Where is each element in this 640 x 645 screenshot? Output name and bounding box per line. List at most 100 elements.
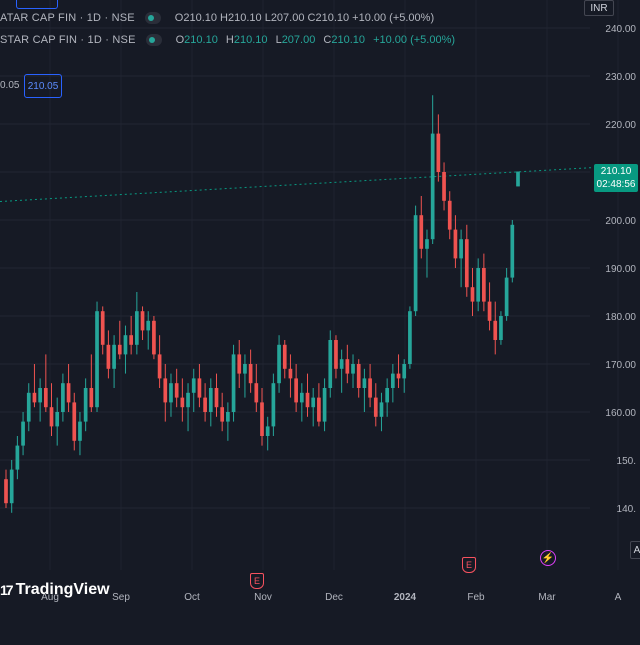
price-tick-label: 180.00	[605, 312, 636, 323]
legend-open: 210.10	[184, 34, 218, 46]
candle-body	[203, 397, 207, 412]
candle-body	[430, 133, 435, 240]
price-tick-label: 190.00	[605, 264, 636, 275]
time-tick-label: Oct	[184, 592, 200, 603]
candle-body	[152, 320, 156, 355]
tradingview-logo-icon: 17	[0, 582, 14, 598]
candle-body	[38, 388, 42, 403]
price-tick-label: 200.00	[605, 216, 636, 227]
candle-body	[146, 320, 151, 331]
candle-body	[413, 215, 418, 312]
candle-body	[112, 344, 116, 369]
candle-body	[32, 392, 37, 403]
candle-body	[208, 388, 213, 412]
currency-button[interactable]: INR	[584, 0, 614, 16]
time-axis: Aug Sep Oct Nov Dec 2024 Feb Mar A	[41, 592, 622, 603]
candle-body	[311, 397, 316, 408]
candle-body	[95, 311, 99, 408]
price-tick-label: 220.00	[605, 120, 636, 131]
legend-change: +10.00 (+5.00%)	[373, 34, 456, 46]
candle-body	[260, 402, 264, 436]
candle-body	[442, 172, 446, 201]
candle-body	[362, 378, 367, 388]
legend-symbol-2: STAR CAP FIN · 1D · NSE	[0, 34, 136, 46]
candle-body	[129, 335, 134, 345]
candle-body	[157, 354, 162, 379]
candle-body	[493, 320, 498, 340]
candle-body	[317, 397, 321, 422]
tradingview-logo[interactable]: 17 TradingView	[0, 578, 110, 602]
candle-body	[106, 344, 111, 369]
legend-row-1: ATAR CAP FIN · 1D · NSE O210.10 H210.10 …	[0, 9, 434, 27]
candle-body	[487, 301, 492, 321]
candle-body	[476, 268, 481, 302]
time-tick-label: Dec	[325, 592, 343, 603]
last-price-tag: 210.10 02:48:56	[594, 164, 638, 192]
candle-body	[55, 412, 60, 427]
legend-ohlc-1: O210.10 H210.10 L207.00 C210.10 +10.00 (…	[174, 12, 435, 24]
time-tick-label: Feb	[467, 592, 485, 603]
candle-body	[220, 407, 225, 422]
order-price-prefix: 0.05	[0, 80, 20, 91]
candle-body	[21, 421, 25, 446]
candle-body	[169, 383, 173, 403]
time-tick-label: Mar	[538, 592, 556, 603]
candle-body	[345, 359, 350, 374]
candle-body	[447, 200, 452, 230]
candle-body	[15, 445, 20, 470]
candle-body	[425, 239, 429, 249]
buy-price-button[interactable]: 210.05	[24, 74, 62, 98]
tradingview-logo-text: TradingView	[15, 581, 110, 598]
candle-body	[66, 383, 71, 403]
candle-body	[226, 412, 230, 422]
last-price-value: 210.10	[600, 166, 632, 177]
candle-body	[305, 392, 310, 408]
earnings-event-icon[interactable]: E	[250, 573, 264, 589]
split-event-icon[interactable]: ⚡	[540, 550, 556, 566]
price-tick-label: 140.	[617, 504, 636, 515]
candle-body	[385, 388, 390, 403]
price-tick-label: 150.	[617, 456, 636, 467]
candle-body	[402, 364, 407, 379]
price-tick-label: 230.00	[605, 72, 636, 83]
candle-body	[123, 335, 128, 355]
candle-body	[4, 479, 8, 504]
candle-body	[419, 215, 424, 249]
candle-body	[197, 378, 202, 398]
candle-body	[72, 402, 77, 441]
time-tick-label: 2024	[394, 592, 417, 603]
candle-body	[117, 344, 122, 355]
candle-body	[254, 383, 259, 403]
candle-body	[26, 392, 31, 422]
chart-grid	[0, 0, 619, 570]
candle-body	[379, 402, 384, 417]
candles	[4, 95, 520, 513]
eye-toggle-icon[interactable]	[144, 12, 161, 24]
auto-scale-button[interactable]: A	[630, 541, 640, 559]
candle-body	[453, 229, 458, 259]
crosshair-label-top	[16, 0, 58, 9]
earnings-event-icon[interactable]: E	[462, 557, 476, 573]
time-tick-label: A	[615, 592, 622, 603]
legend-symbol-1: ATAR CAP FIN · 1D · NSE	[0, 12, 135, 24]
candle-body	[322, 388, 327, 422]
eye-toggle-icon[interactable]	[145, 34, 162, 46]
candle-body	[243, 364, 247, 374]
candle-body	[78, 421, 82, 441]
candle-body	[510, 224, 515, 278]
candle-body	[328, 340, 333, 388]
candle-body	[100, 311, 105, 345]
candle-body	[83, 388, 88, 422]
candle-body	[339, 359, 344, 369]
candle-body	[373, 397, 378, 417]
candle-body	[288, 368, 293, 379]
last-price-line	[0, 167, 595, 203]
candle-body	[464, 239, 469, 288]
candle-body	[470, 287, 475, 302]
candle-body	[61, 383, 65, 412]
candle-body	[504, 277, 509, 316]
legend-low: 207.00	[281, 34, 316, 46]
price-tick-label: 240.00	[605, 24, 636, 35]
